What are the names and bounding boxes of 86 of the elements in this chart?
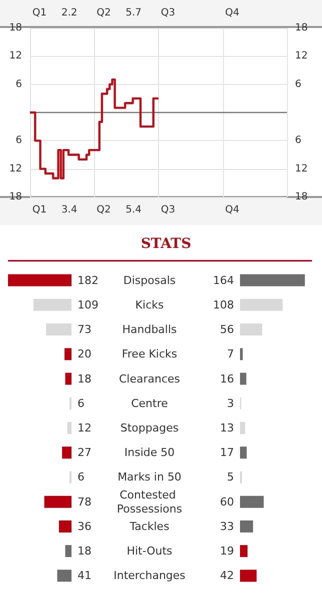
- bar: [240, 496, 264, 508]
- data-label: 60: [220, 495, 234, 508]
- bar: [240, 348, 243, 360]
- text: Q3: [160, 8, 176, 18]
- y2-tick-label: 12: [295, 163, 308, 174]
- bar: [240, 520, 254, 532]
- y-tick-label: 6: [16, 135, 22, 146]
- y-tick-label: Kicks: [135, 298, 164, 312]
- data-label: 18: [78, 544, 92, 558]
- bar: [240, 324, 262, 336]
- data-label: 33: [220, 520, 234, 533]
- y2-tick-label: 18: [295, 22, 308, 34]
- bar: [240, 422, 246, 434]
- bar: [240, 372, 246, 385]
- y-tick-label: Contested Possessions: [116, 488, 182, 516]
- bar: [240, 298, 283, 311]
- data-label: 3: [227, 396, 234, 410]
- bar: [46, 324, 72, 336]
- data-label: 13: [220, 422, 234, 434]
- data-label: 17: [220, 446, 234, 460]
- bar: [44, 496, 72, 508]
- bar: [67, 422, 72, 434]
- y2-tick-label: 12: [295, 50, 308, 62]
- data-label: 20: [78, 348, 92, 361]
- text: STATS: [140, 236, 192, 252]
- data-label: 78: [78, 495, 92, 508]
- bar: [240, 274, 305, 286]
- data-label: 109: [78, 298, 98, 312]
- text: Q3: [160, 204, 176, 216]
- bar: [240, 545, 248, 558]
- data-label: 12: [78, 422, 92, 434]
- bar: [240, 570, 257, 582]
- data-label: 36: [78, 520, 92, 533]
- y-tick-label: 6: [16, 78, 22, 90]
- data-label: 6: [78, 470, 84, 484]
- text: Q1: [32, 204, 47, 216]
- data-label: 182: [78, 274, 98, 287]
- y-tick-label: Hit-Outs: [126, 544, 173, 558]
- bar: [57, 570, 72, 582]
- y2-tick-label: 18: [295, 192, 308, 202]
- bar: [8, 274, 72, 286]
- text: Q2: [96, 204, 111, 216]
- bar: [62, 446, 72, 459]
- y-tick-label: 12: [9, 50, 22, 62]
- text: 2.2: [61, 8, 78, 18]
- text: Q4: [225, 204, 240, 216]
- y-tick-label: Clearances: [118, 372, 180, 386]
- text: Q2: [96, 8, 111, 18]
- text: 3.4: [61, 204, 78, 216]
- text: 5.7: [126, 8, 142, 18]
- y-tick-label: Tackles: [128, 520, 170, 533]
- y-tick-label: Marks in 50: [118, 470, 182, 484]
- bar: [58, 520, 72, 532]
- data-label: 5: [227, 470, 234, 484]
- bar: [65, 545, 72, 558]
- bar: [64, 348, 72, 360]
- bar: [65, 372, 72, 385]
- data-label: 42: [220, 569, 234, 582]
- data-label: 108: [213, 298, 234, 312]
- y2-tick-label: 6: [295, 78, 302, 90]
- y-tick-label: 18: [9, 22, 22, 34]
- y-tick-label: 18: [9, 192, 22, 202]
- text: Q4: [225, 8, 240, 18]
- data-label: 164: [213, 274, 234, 287]
- data-label: 41: [78, 569, 92, 582]
- data-label: 56: [220, 323, 234, 336]
- y2-tick-label: 6: [295, 135, 302, 146]
- data-label: 18: [78, 372, 92, 386]
- data-label: 19: [220, 544, 234, 558]
- bar: [240, 446, 247, 459]
- bar: [33, 298, 72, 311]
- y-tick-label: Free Kicks: [122, 348, 178, 361]
- y-tick-label: Centre: [131, 396, 168, 410]
- y-tick-label: 12: [9, 163, 22, 174]
- y-tick-label: Interchanges: [114, 569, 186, 582]
- text: Q1: [32, 8, 47, 18]
- data-label: 16: [220, 372, 234, 386]
- y-tick-label: Inside 50: [124, 446, 175, 460]
- data-label: 6: [78, 396, 84, 410]
- y-tick-label: Stoppages: [120, 422, 179, 434]
- y-tick-label: Disposals: [123, 274, 176, 287]
- text: 5.4: [126, 204, 142, 216]
- data-label: 73: [78, 323, 92, 336]
- data-label: 7: [227, 348, 234, 361]
- y-tick-label: Handballs: [122, 323, 178, 336]
- data-label: 27: [78, 446, 92, 460]
